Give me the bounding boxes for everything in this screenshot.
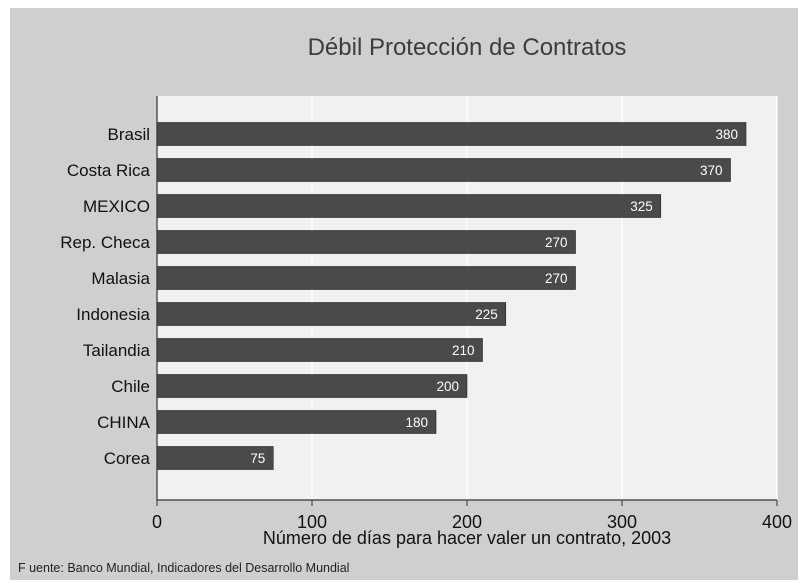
- category-label: Rep. Checa: [60, 233, 150, 252]
- x-axis-label: Número de días para hacer valer un contr…: [262, 528, 672, 548]
- bar: [156, 374, 468, 398]
- bar: [156, 158, 731, 182]
- x-tick-label: 300: [607, 512, 637, 532]
- bar-value-label: 325: [630, 199, 653, 214]
- category-label: Tailandia: [83, 341, 151, 360]
- bar: [156, 338, 483, 362]
- bar-value-label: 370: [700, 163, 723, 178]
- category-label: Malasia: [91, 269, 150, 288]
- chart-title: Débil Protección de Contratos: [307, 34, 627, 61]
- bar: [156, 194, 662, 218]
- bar-value-label: 210: [452, 343, 475, 358]
- bar: [156, 410, 437, 434]
- category-label: Corea: [104, 449, 151, 468]
- bar-value-label: 270: [545, 271, 568, 286]
- category-label: Costa Rica: [67, 161, 151, 180]
- bar-value-label: 270: [545, 235, 568, 250]
- bar: [156, 230, 576, 254]
- bar-value-label: 225: [475, 307, 498, 322]
- bar: [156, 122, 747, 146]
- category-label: CHINA: [97, 413, 151, 432]
- bar-value-label: 200: [436, 379, 459, 394]
- category-label: Indonesia: [76, 305, 150, 324]
- source-note: F uente: Banco Mundial, Indicadores del …: [18, 561, 350, 575]
- x-tick-label: 100: [297, 512, 327, 532]
- x-tick-label: 400: [762, 512, 792, 532]
- x-tick-label: 0: [152, 512, 162, 532]
- bar: [156, 446, 274, 470]
- category-label: Chile: [111, 377, 150, 396]
- x-tick-label: 200: [452, 512, 482, 532]
- bar-value-label: 75: [250, 451, 265, 466]
- category-label: Brasil: [107, 125, 150, 144]
- bar-value-label: 180: [405, 415, 428, 430]
- bar-value-label: 380: [715, 127, 738, 142]
- bar: [156, 266, 576, 290]
- category-label: MEXICO: [83, 197, 150, 216]
- bar: [156, 302, 507, 326]
